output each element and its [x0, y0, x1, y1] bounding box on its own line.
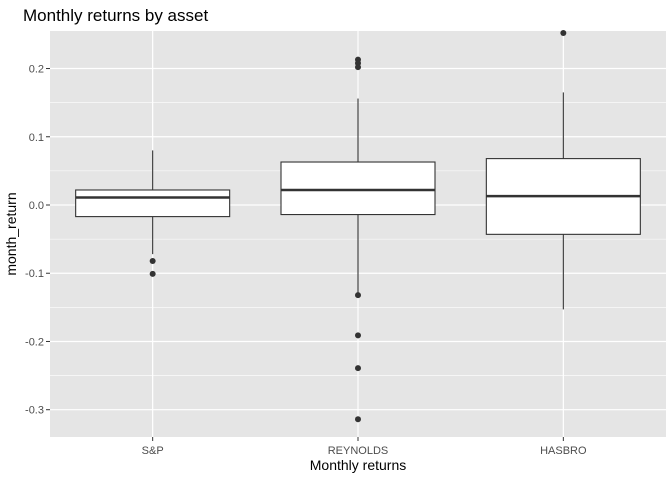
- y-tick-label: 0.2: [29, 64, 44, 76]
- x-tick-label: S&P: [142, 445, 164, 457]
- outlier-point: [355, 332, 361, 339]
- y-tick-label: 0.1: [29, 132, 44, 144]
- y-axis-label: month_return: [3, 192, 19, 275]
- outlier-point: [355, 64, 361, 71]
- box-series: [75, 30, 641, 423]
- box-s-p: [75, 150, 231, 277]
- box-reynolds: [280, 56, 436, 423]
- outlier-point: [560, 30, 567, 37]
- outlier-point: [355, 365, 361, 372]
- box-iqr: [75, 189, 231, 218]
- outlier-point: [355, 416, 361, 423]
- box-hasbro: [485, 30, 641, 310]
- x-tick-label: REYNOLDS: [328, 445, 389, 457]
- x-tick-label: HASBRO: [540, 445, 587, 457]
- outlier-point: [149, 270, 156, 277]
- y-tick-label: -0.3: [25, 405, 44, 417]
- outlier-point: [149, 257, 156, 264]
- y-tick-label: 0.0: [29, 200, 44, 212]
- y-tick-label: -0.1: [25, 268, 44, 280]
- outlier-point: [355, 292, 361, 299]
- chart-title: Monthly returns by asset: [23, 6, 208, 25]
- axes: -0.3 -0.2 -0.1 0.0 0.1 0.2 S&P REYNOLDS HASBRO: [25, 64, 587, 457]
- box-iqr: [280, 161, 436, 216]
- x-axis-label: Monthly returns: [310, 457, 406, 473]
- y-tick-label: -0.2: [25, 336, 44, 348]
